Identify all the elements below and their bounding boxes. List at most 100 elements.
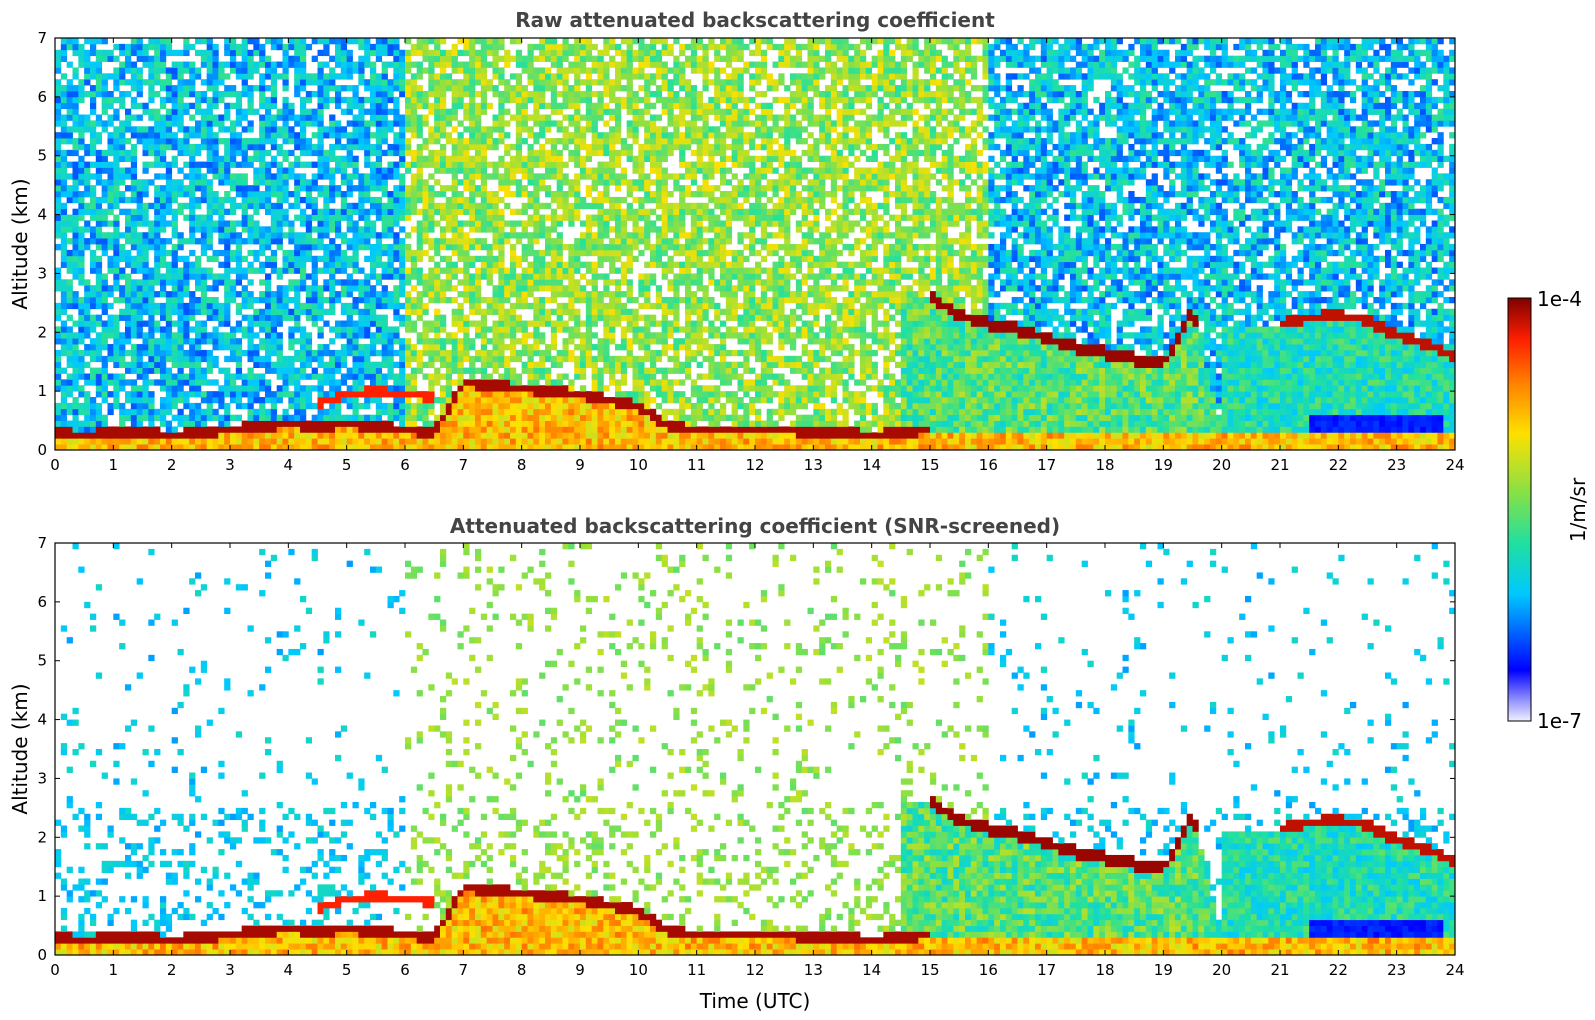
raw-heatmap-cell [375, 332, 383, 339]
raw-heatmap-cell [317, 373, 324, 380]
raw-heatmap-cell [165, 196, 173, 204]
raw-heatmap-cell [329, 414, 336, 421]
raw-heatmap-cell [55, 402, 62, 410]
raw-heatmap-cell [177, 296, 184, 304]
raw-heatmap-cell [370, 320, 377, 327]
raw-heatmap-cell [101, 49, 108, 57]
raw-heatmap-cell [486, 432, 493, 439]
raw-heatmap-cell [230, 55, 237, 62]
raw-heatmap-cell [451, 55, 458, 62]
raw-heatmap-cell [463, 285, 470, 292]
raw-heatmap-cell [90, 108, 97, 115]
raw-heatmap-cell [136, 49, 143, 57]
raw-heatmap-cell [101, 332, 108, 339]
raw-heatmap-cell [95, 214, 103, 221]
raw-heatmap-cell [241, 61, 248, 68]
raw-heatmap-cell [410, 296, 418, 304]
raw-heatmap-cell [113, 379, 120, 386]
raw-heatmap-cell [107, 220, 114, 227]
raw-heatmap-cell [107, 208, 114, 215]
raw-heatmap-cell [235, 432, 243, 439]
raw-heatmap-cell [346, 179, 353, 186]
raw-heatmap-cell [282, 379, 289, 386]
raw-heatmap-cell [428, 220, 435, 227]
raw-heatmap-cell [95, 296, 103, 304]
raw-heatmap-cell [340, 191, 348, 198]
raw-heatmap-cell [422, 143, 429, 151]
raw-heatmap-cell [189, 402, 196, 410]
raw-heatmap-cell [568, 90, 575, 98]
raw-heatmap-cell [212, 285, 219, 292]
raw-heatmap-cell [265, 414, 272, 421]
raw-heatmap-cell [282, 132, 289, 139]
raw-heatmap-cell [405, 444, 412, 450]
raw-heatmap-cell [323, 426, 330, 433]
raw-heatmap-cell [294, 349, 301, 357]
raw-heatmap-cell [469, 120, 476, 127]
raw-heatmap-cell [434, 55, 441, 62]
raw-heatmap-cell [346, 185, 353, 192]
raw-heatmap-cell [434, 332, 441, 339]
raw-heatmap-cell [323, 185, 330, 192]
raw-heatmap-cell [189, 438, 196, 445]
raw-heatmap-cell [84, 73, 91, 80]
raw-heatmap-cell [393, 138, 400, 145]
raw-heatmap-cell [90, 120, 97, 127]
raw-heatmap-cell [533, 438, 540, 445]
raw-heatmap-cell [568, 408, 575, 416]
raw-heatmap-cell [375, 426, 383, 433]
raw-heatmap-cell [521, 279, 528, 286]
raw-heatmap-cell [195, 367, 202, 374]
raw-heatmap-cell [323, 420, 330, 427]
raw-heatmap-cell [230, 61, 237, 68]
raw-heatmap-cell [585, 326, 593, 333]
raw-heatmap-cell [340, 96, 348, 104]
raw-heatmap-cell [235, 397, 243, 404]
raw-heatmap-cell [282, 361, 289, 368]
raw-heatmap-cell [247, 414, 254, 421]
raw-heatmap-cell [370, 120, 377, 127]
raw-heatmap-cell [78, 132, 85, 139]
raw-heatmap-cell [66, 438, 73, 445]
raw-heatmap-cell [358, 238, 365, 245]
raw-heatmap-cell [183, 373, 190, 380]
raw-heatmap-cell [55, 143, 62, 151]
raw-heatmap-cell [410, 432, 418, 439]
raw-heatmap-cell [527, 344, 534, 351]
raw-heatmap-cell [463, 444, 470, 450]
raw-heatmap-cell [416, 249, 423, 257]
raw-heatmap-cell [230, 196, 237, 204]
raw-heatmap-cell [375, 291, 383, 298]
raw-heatmap-cell [335, 391, 342, 398]
raw-heatmap-cell [358, 108, 365, 115]
raw-heatmap-cell [95, 367, 103, 374]
raw-heatmap-cell [434, 261, 441, 268]
raw-heatmap-cell [405, 408, 412, 416]
raw-heatmap-cell [66, 379, 73, 386]
raw-heatmap-cell [370, 385, 377, 392]
raw-heatmap-cell [294, 385, 301, 392]
raw-heatmap-cell [358, 385, 365, 392]
raw-heatmap-cell [451, 320, 458, 327]
raw-heatmap-cell [224, 244, 231, 251]
raw-heatmap-cell [72, 238, 79, 245]
raw-heatmap-cell [253, 173, 260, 180]
raw-heatmap-cell [84, 179, 91, 186]
raw-heatmap-cell [539, 202, 546, 210]
raw-heatmap-cell [387, 120, 394, 127]
raw-heatmap-cell [230, 179, 237, 186]
raw-heatmap-cell [434, 155, 441, 162]
raw-heatmap-cell [288, 102, 295, 110]
raw-heatmap-cell [393, 332, 400, 339]
raw-heatmap-cell [148, 79, 155, 86]
raw-heatmap-cell [265, 444, 272, 450]
raw-heatmap-cell [428, 102, 435, 110]
raw-heatmap-cell [515, 355, 523, 363]
raw-heatmap-cell [329, 120, 336, 127]
raw-heatmap-cell [212, 273, 219, 280]
raw-heatmap-cell [130, 161, 138, 168]
raw-heatmap-cell [101, 320, 108, 327]
raw-heatmap-cell [311, 161, 318, 168]
raw-heatmap-cell [189, 420, 196, 427]
raw-heatmap-cell [364, 285, 371, 292]
